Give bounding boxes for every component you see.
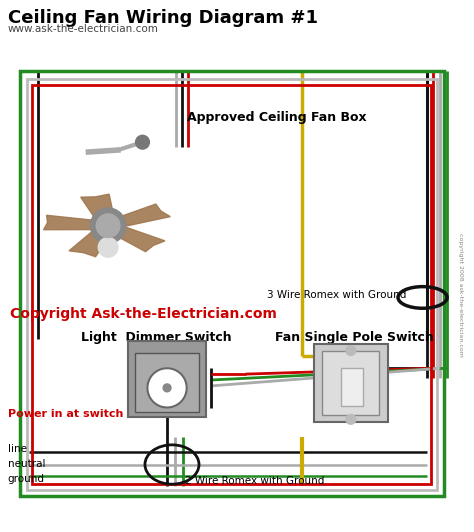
Bar: [27, 79, 438, 490]
Bar: [135, 353, 200, 412]
Bar: [314, 344, 388, 422]
Bar: [32, 85, 431, 484]
Bar: [19, 71, 444, 496]
Text: Approved Ceiling Fan Box: Approved Ceiling Fan Box: [187, 111, 366, 124]
Bar: [128, 340, 206, 417]
Text: Light  Dimmer Switch: Light Dimmer Switch: [81, 331, 231, 344]
Text: Power in at switch box:: Power in at switch box:: [8, 410, 154, 419]
Text: Copyright Ask-the-Electrician.com: Copyright Ask-the-Electrician.com: [10, 307, 277, 321]
Text: Ceiling Fan Wiring Diagram #1: Ceiling Fan Wiring Diagram #1: [8, 9, 318, 27]
Bar: [322, 352, 379, 415]
Text: line: line: [8, 444, 27, 454]
Text: copyright 2008 ask-the-electrician.com: copyright 2008 ask-the-electrician.com: [458, 232, 463, 356]
Polygon shape: [81, 194, 116, 226]
Polygon shape: [103, 223, 165, 252]
Circle shape: [346, 414, 356, 424]
Text: 3 Wire Romex with Ground: 3 Wire Romex with Ground: [267, 289, 407, 300]
Bar: [341, 368, 363, 405]
Polygon shape: [44, 215, 109, 230]
Polygon shape: [69, 225, 115, 257]
Circle shape: [346, 346, 356, 355]
Circle shape: [136, 135, 149, 149]
Text: 2 Wire Romex with Ground: 2 Wire Romex with Ground: [185, 476, 324, 486]
Text: Fan Single Pole Switch: Fan Single Pole Switch: [275, 331, 434, 344]
Text: ground: ground: [8, 475, 45, 484]
Circle shape: [147, 368, 187, 408]
Circle shape: [98, 237, 118, 257]
Circle shape: [163, 384, 171, 392]
Circle shape: [91, 208, 126, 244]
Polygon shape: [105, 204, 170, 229]
Text: www.ask-the-electrician.com: www.ask-the-electrician.com: [8, 24, 159, 34]
Circle shape: [96, 214, 120, 237]
Text: neutral: neutral: [8, 459, 46, 469]
